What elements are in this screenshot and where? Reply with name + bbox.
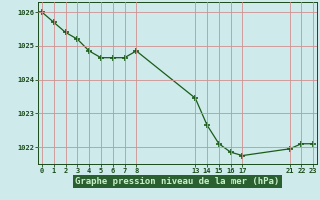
X-axis label: Graphe pression niveau de la mer (hPa): Graphe pression niveau de la mer (hPa) [76,177,280,186]
